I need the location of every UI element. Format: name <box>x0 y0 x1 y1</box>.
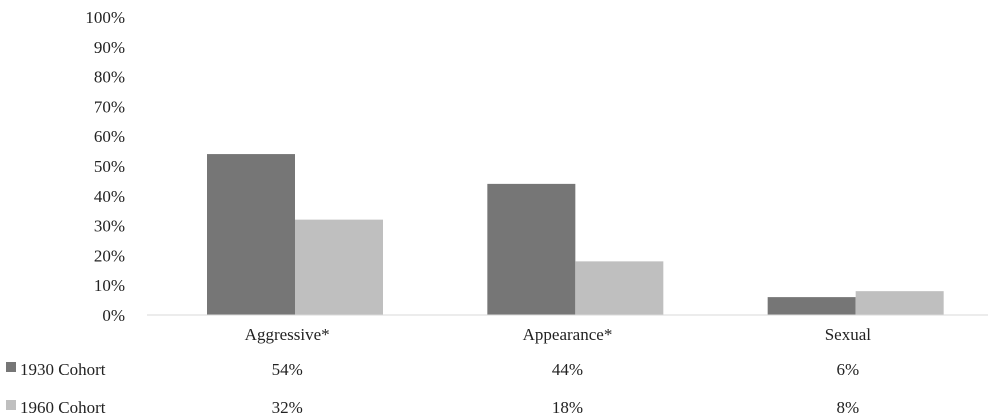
y-tick-label: 20% <box>94 246 125 265</box>
bar-1930-cohort-2 <box>767 297 856 315</box>
y-tick-label: 60% <box>94 127 125 146</box>
y-axis: 0% 10% 20% 30% 40% 50% 60% 70% 80% 90% 100% <box>85 8 125 325</box>
x-axis: Aggressive* Appearance* Sexual <box>245 325 872 344</box>
data-label: 8% <box>836 398 859 417</box>
y-tick-label: 50% <box>94 157 125 176</box>
bars <box>207 154 944 315</box>
legend-swatch <box>6 362 16 372</box>
bar-1960-cohort-0 <box>295 219 383 315</box>
category-label: Aggressive* <box>245 325 330 344</box>
data-label: 6% <box>836 360 859 379</box>
data-table: 1930 Cohort 54% 44% 6% 1960 Cohort 32% 18% 8% <box>6 360 859 417</box>
category-label: Appearance* <box>523 325 613 344</box>
y-tick-label: 70% <box>94 97 125 116</box>
y-tick-label: 0% <box>102 306 125 325</box>
y-tick-label: 100% <box>85 8 125 27</box>
y-tick-label: 30% <box>94 217 125 236</box>
bar-1960-cohort-1 <box>575 261 664 315</box>
bar-1930-cohort-1 <box>487 183 576 315</box>
data-label: 54% <box>272 360 303 379</box>
legend-swatch <box>6 400 16 410</box>
y-tick-label: 10% <box>94 276 125 295</box>
y-tick-label: 40% <box>94 187 125 206</box>
legend-label: 1960 Cohort <box>20 398 106 417</box>
y-tick-label: 90% <box>94 38 125 57</box>
data-label: 18% <box>552 398 583 417</box>
bar-1960-cohort-2 <box>855 291 944 315</box>
legend-label: 1930 Cohort <box>20 360 106 379</box>
data-label: 32% <box>272 398 303 417</box>
bar-1930-cohort-0 <box>207 154 295 315</box>
data-label: 44% <box>552 360 583 379</box>
y-tick-label: 80% <box>94 68 125 87</box>
category-label: Sexual <box>825 325 872 344</box>
